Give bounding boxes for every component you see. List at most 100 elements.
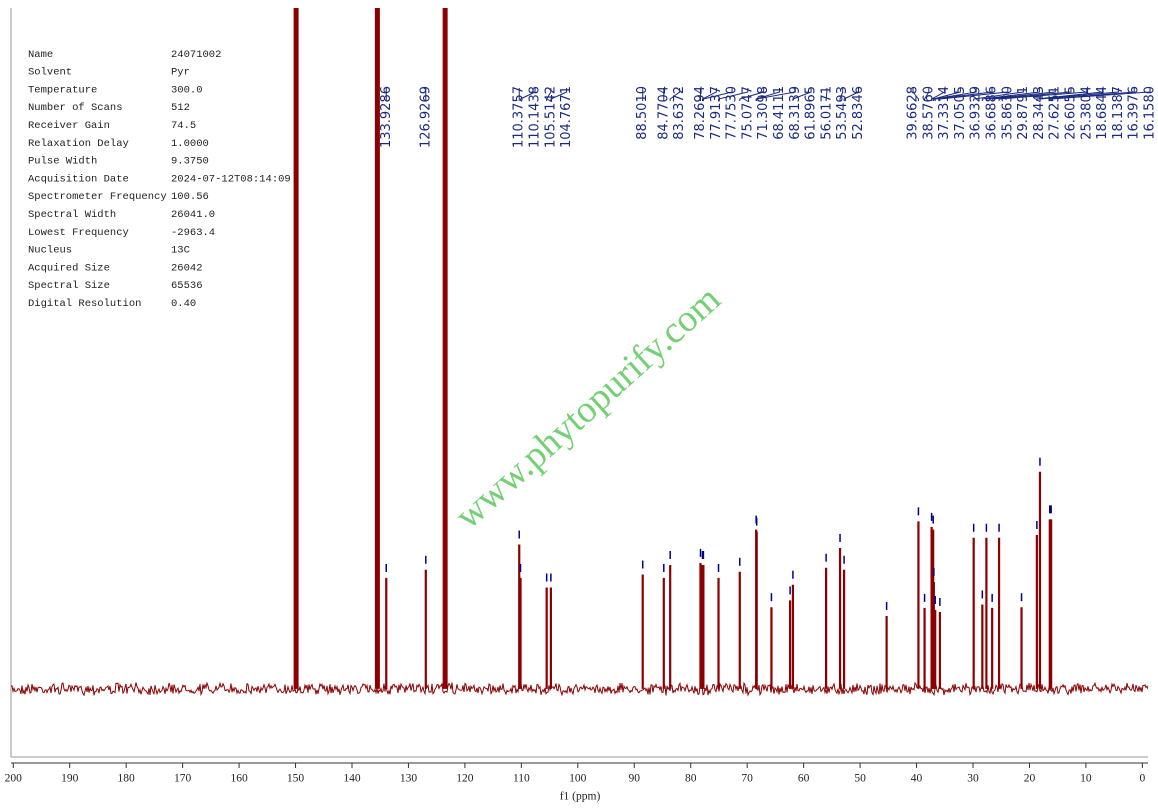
peak-label: 36.9329 xyxy=(969,86,984,140)
peak-label: 77.9137 xyxy=(709,86,724,140)
x-tick-label: 80 xyxy=(685,773,697,785)
param-name: Spectral Size xyxy=(28,280,110,292)
param-value: 0.40 xyxy=(171,298,196,310)
peak-leader xyxy=(1049,88,1135,101)
peak-label: 68.3139 xyxy=(788,86,803,140)
param-name: Spectrometer Frequency xyxy=(28,191,167,203)
peak-leader xyxy=(1039,88,1119,101)
param-value: 1.0000 xyxy=(171,138,209,150)
param-name: Name xyxy=(28,49,53,61)
param-value: 13C xyxy=(171,245,190,257)
param-value: 26042 xyxy=(171,262,203,274)
x-tick-label: 200 xyxy=(5,773,23,785)
x-tick-label: 170 xyxy=(174,773,192,785)
peak-label: 110.3757 xyxy=(512,86,527,148)
peak-leader xyxy=(756,88,796,101)
peak-label: 71.3098 xyxy=(756,86,771,140)
param-value: 74.5 xyxy=(171,120,196,132)
baseline-noise xyxy=(11,681,1148,697)
x-tick-label: 70 xyxy=(741,773,753,785)
peak-label: 16.3976 xyxy=(1127,86,1142,140)
peak-leader xyxy=(932,88,961,101)
peak-label: 83.6372 xyxy=(672,86,687,140)
peak-label: 18.6844 xyxy=(1095,86,1110,140)
peak-label: 104.7671 xyxy=(559,86,574,148)
peak-label: 35.8630 xyxy=(1000,86,1015,140)
param-name: Number of Scans xyxy=(28,102,123,114)
x-tick-label: 110 xyxy=(513,773,530,785)
peak-label: 28.3443 xyxy=(1032,86,1047,140)
peak-label: 105.5142 xyxy=(543,86,558,148)
x-tick-label: 160 xyxy=(230,773,248,785)
peak-leader xyxy=(991,88,1072,101)
peak-label: 88.5010 xyxy=(635,86,650,140)
x-axis-label: f1 (ppm) xyxy=(560,791,601,803)
peak-label: 56.0171 xyxy=(819,86,834,140)
peak-leader xyxy=(924,88,930,101)
param-name: Acquired Size xyxy=(28,262,110,274)
peak-label: 37.0505 xyxy=(953,86,968,140)
peak-leader xyxy=(933,88,977,101)
x-tick-label: 10 xyxy=(1080,773,1092,785)
peak-label: 133.9286 xyxy=(379,86,394,148)
peak-label: 38.5760 xyxy=(921,86,936,140)
peak-label: 68.4111 xyxy=(772,86,787,140)
peak-leader xyxy=(843,88,859,101)
x-tick-label: 40 xyxy=(911,773,923,785)
peak-label: 37.3314 xyxy=(937,86,952,140)
peak-leader xyxy=(739,88,765,101)
param-value: -2963.4 xyxy=(171,227,215,239)
peak-label: 18.1387 xyxy=(1111,86,1126,140)
peak-label: 36.6886 xyxy=(985,86,1000,140)
x-tick-label: 90 xyxy=(629,773,641,785)
param-value: 9.3750 xyxy=(171,156,209,168)
peak-label: 110.1438 xyxy=(528,86,543,148)
peak-leader xyxy=(973,88,1025,101)
x-tick-label: 190 xyxy=(61,773,79,785)
peak-label: 61.8965 xyxy=(804,86,819,140)
peak-leader xyxy=(981,88,1040,101)
x-tick-label: 120 xyxy=(456,773,474,785)
peak-leader xyxy=(839,88,844,101)
peak-leader xyxy=(755,88,780,101)
param-value: 512 xyxy=(171,102,190,114)
param-name: Solvent xyxy=(28,67,72,79)
param-value: 100.56 xyxy=(171,191,209,203)
peak-label: 75.0747 xyxy=(740,86,755,140)
peak-leader xyxy=(701,88,717,101)
peak-label: 29.8791 xyxy=(1016,86,1031,140)
parameter-table: Name 24071002 Solvent Pyr Temperature 300.0 Nu… xyxy=(28,49,291,310)
peak-label: 52.8346 xyxy=(851,86,866,140)
peak-leader xyxy=(669,88,681,101)
peak-leader xyxy=(718,88,749,101)
peak-label: 77.7530 xyxy=(725,86,740,140)
param-name: Lowest Frequency xyxy=(28,227,129,239)
peak-leader xyxy=(520,88,536,101)
peak-leader xyxy=(1036,88,1104,101)
peak-leader xyxy=(934,88,993,101)
x-tick-label: 30 xyxy=(967,773,979,785)
peak-leader xyxy=(931,88,946,101)
peak-leader xyxy=(702,88,733,101)
peak-leader xyxy=(546,88,552,101)
param-name: Digital Resolution xyxy=(28,298,141,310)
x-tick-label: 130 xyxy=(400,773,418,785)
x-tick-label: 20 xyxy=(1024,773,1036,785)
param-name: Relaxation Delay xyxy=(28,138,129,150)
x-tick-label: 100 xyxy=(569,773,587,785)
param-value: 26041.0 xyxy=(171,209,215,221)
peak-leader xyxy=(912,88,919,101)
param-value: Pyr xyxy=(171,67,190,79)
param-name: Spectral Width xyxy=(28,209,116,221)
peak-leader xyxy=(998,88,1088,101)
x-tick-label: 180 xyxy=(118,773,136,785)
peak-label: 78.2694 xyxy=(693,86,708,140)
peak-label: 39.6628 xyxy=(906,86,921,140)
peak-leader xyxy=(985,88,1056,101)
param-name: Temperature xyxy=(28,84,97,96)
param-name: Acquisition Date xyxy=(28,173,129,185)
peak-label: 126.9269 xyxy=(418,86,433,148)
param-value: 65536 xyxy=(171,280,203,292)
